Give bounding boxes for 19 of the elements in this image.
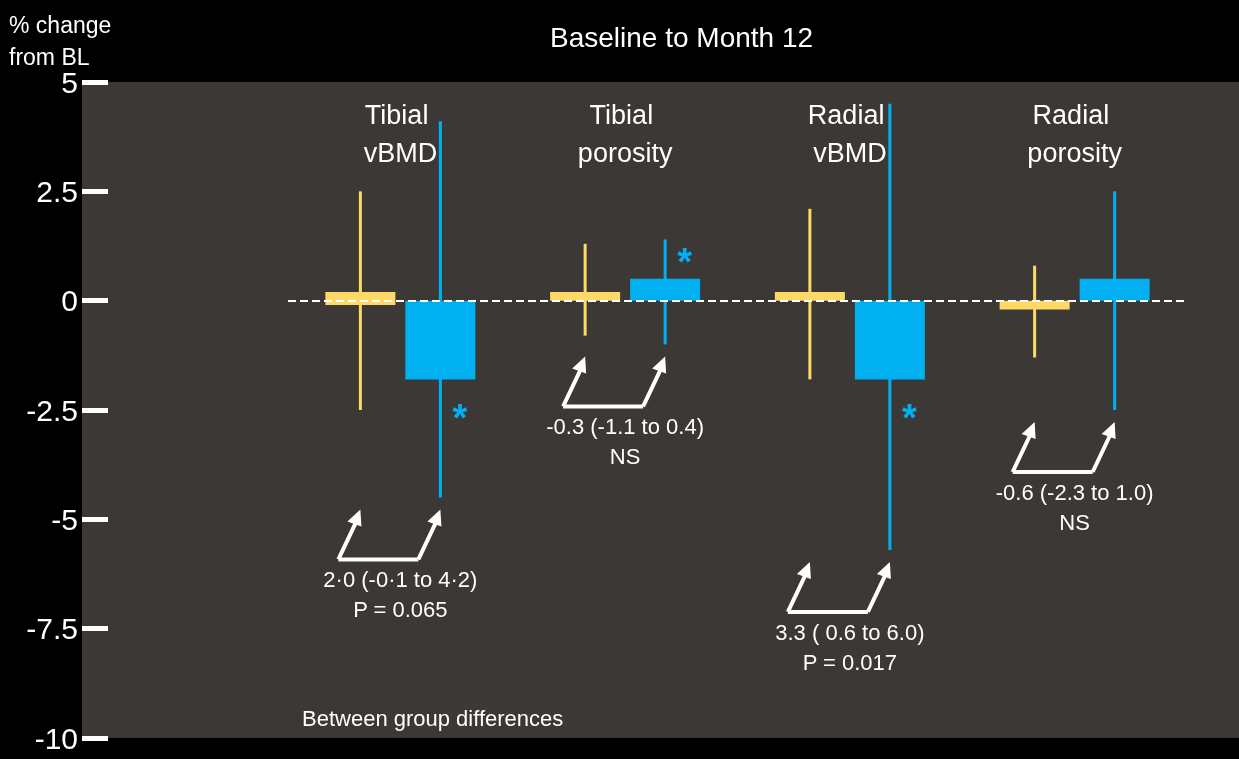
x-tick-label: Radial porosity <box>1027 100 1123 168</box>
x-tick-label: Tibial vBMD <box>363 100 438 168</box>
annotation: 3.3 ( 0.6 to 6.0) P = 0.017 <box>774 618 926 677</box>
y-tick-label: 2.5 <box>36 174 78 208</box>
annotation: 2·0 (-0·1 to 4·2) P = 0.065 <box>322 566 479 625</box>
y-tick-label: -5 <box>51 502 78 536</box>
annotation: -0.6 (-2.3 to 1.0) NS <box>994 479 1155 537</box>
y-tick-label: 0 <box>61 284 78 318</box>
x-tick-label: Radial vBMD <box>807 100 892 168</box>
annotation: * <box>452 397 468 440</box>
x-tick-label: Tibial porosity <box>577 100 673 168</box>
y-tick-label: -2.5 <box>26 393 78 427</box>
annotation: Between group differences <box>302 705 564 733</box>
annotation: -0.3 (-1.1 to 0.4) NS <box>545 413 705 472</box>
chart-title: Baseline to Month 12 <box>550 21 814 53</box>
y-tick-label: -7.5 <box>26 612 78 646</box>
annotation: * <box>677 240 692 283</box>
y-tick-label: -10 <box>34 721 78 755</box>
annotation: * <box>901 397 917 440</box>
